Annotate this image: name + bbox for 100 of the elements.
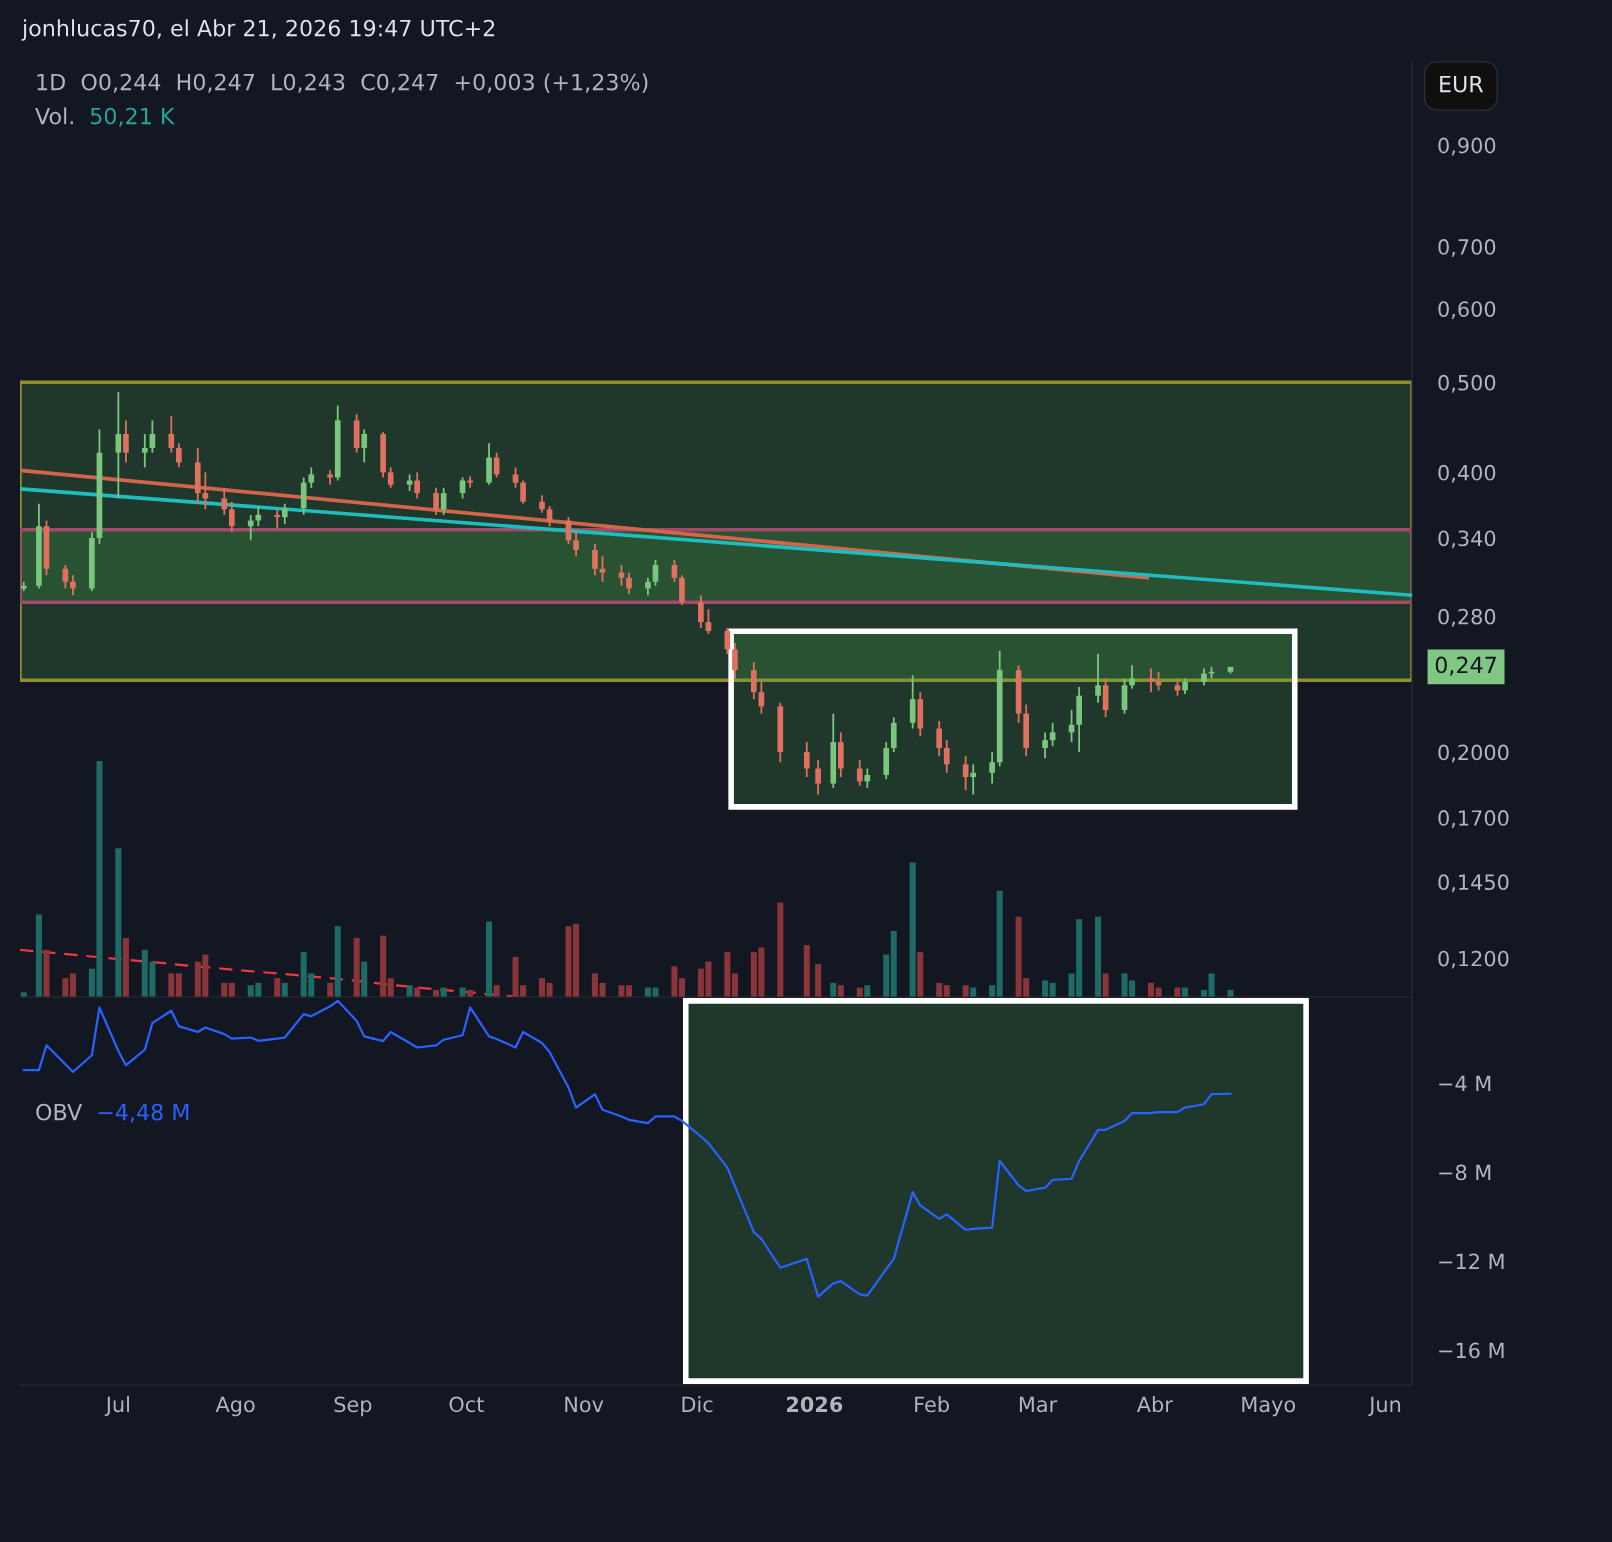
bar — [546, 982, 553, 997]
bar — [678, 978, 685, 997]
bar — [43, 949, 50, 997]
bar — [943, 985, 950, 997]
bar — [493, 985, 500, 997]
annotation: −4,48 M — [98, 1103, 189, 1123]
candlestick — [141, 433, 148, 469]
candlestick — [433, 486, 439, 516]
candlestick — [168, 415, 175, 454]
bar — [671, 966, 678, 997]
y-tick-label: 0,1450 — [1438, 874, 1509, 893]
y-tick-label: 0,340 — [1438, 530, 1496, 549]
bar — [1042, 980, 1049, 997]
y-tick-label: 0,400 — [1438, 464, 1496, 483]
bar — [406, 985, 413, 997]
bar — [830, 982, 837, 997]
candlestick — [228, 500, 235, 533]
y-tick-label: 0,280 — [1438, 608, 1496, 627]
bar — [221, 982, 228, 997]
bar — [837, 985, 844, 997]
candlestick — [520, 479, 526, 505]
candlestick — [815, 759, 821, 796]
candlestick — [599, 555, 606, 583]
candlestick — [962, 755, 969, 792]
y-tick-label: −16 M — [1439, 1342, 1504, 1359]
candlestick — [803, 741, 810, 778]
candlestick — [387, 466, 394, 489]
candlestick — [361, 428, 368, 464]
candlestick — [970, 763, 977, 796]
candlestick — [1049, 721, 1056, 747]
bar — [1147, 982, 1155, 997]
x-tick-label: Jul — [104, 1396, 129, 1417]
candlestick — [327, 469, 334, 486]
bar — [35, 914, 42, 997]
candlestick — [274, 508, 281, 530]
candlestick — [989, 751, 995, 785]
bar — [724, 952, 731, 997]
bar — [334, 926, 341, 997]
candlestick — [698, 594, 704, 629]
candlestick — [176, 442, 182, 469]
candlestick — [856, 759, 863, 787]
candlestick — [221, 486, 228, 516]
bar — [917, 952, 924, 997]
bar — [815, 963, 822, 997]
candlestick — [1095, 653, 1101, 704]
candlestick — [705, 608, 712, 635]
bar — [281, 982, 288, 997]
y-tick-label: 0,700 — [1438, 239, 1496, 257]
bar — [909, 862, 916, 997]
bar — [353, 938, 360, 997]
candlestick — [909, 674, 916, 730]
bar — [62, 978, 69, 997]
bar — [996, 890, 1003, 997]
y-axis-title: EUR — [1440, 75, 1484, 93]
chart-subtitle: 1D O0,244 H0,247 L0,243 C0,247 +0,003 (+1,23%) — [37, 73, 648, 94]
bar — [1102, 973, 1109, 997]
bar — [1174, 987, 1181, 997]
bar — [327, 982, 334, 997]
bar — [486, 921, 493, 997]
candlestick — [864, 767, 871, 789]
x-tick-label: Mar — [1019, 1396, 1058, 1413]
x-tick-label: Mayo — [1242, 1396, 1296, 1417]
bar — [1049, 982, 1056, 997]
line-series — [22, 999, 1232, 1298]
bar — [380, 935, 387, 997]
chart-title: jonhlucas70, el Abr 21, 2026 19:47 UTC+2 — [21, 19, 495, 41]
bar — [962, 985, 969, 997]
bar — [387, 978, 394, 997]
text: OBV — [36, 1103, 83, 1121]
y-tick-label: 0,1200 — [1438, 950, 1509, 969]
bar — [890, 930, 897, 997]
candlestick — [732, 642, 738, 680]
candlestick — [750, 661, 757, 701]
bar — [731, 973, 738, 997]
bar — [618, 985, 625, 997]
bar — [1095, 916, 1102, 997]
bar — [274, 978, 281, 997]
candlestick — [255, 505, 262, 528]
y-tick-label: 0,900 — [1438, 137, 1496, 156]
bar — [625, 985, 633, 997]
candlestick — [626, 571, 632, 595]
y-tick-label: 0,2000 — [1438, 744, 1509, 763]
candlestick — [123, 419, 129, 464]
x-tick-label: Oct — [449, 1396, 484, 1413]
candlestick — [936, 720, 943, 758]
bar — [989, 985, 996, 997]
candlestick — [1148, 667, 1154, 694]
y-tick-label: −4 M — [1439, 1075, 1491, 1092]
bar — [168, 973, 175, 997]
candlestick — [308, 466, 315, 489]
candlestick — [546, 505, 553, 528]
bar — [122, 938, 129, 997]
bar — [538, 978, 546, 997]
y-tick-label: 0,600 — [1438, 301, 1496, 320]
candlestick — [512, 466, 519, 489]
x-tick-label: Feb — [915, 1396, 949, 1413]
x-tick-label: 2026 — [787, 1396, 843, 1413]
bar — [175, 973, 182, 997]
bar — [936, 982, 943, 997]
x-tick-label: Nov — [565, 1396, 604, 1413]
